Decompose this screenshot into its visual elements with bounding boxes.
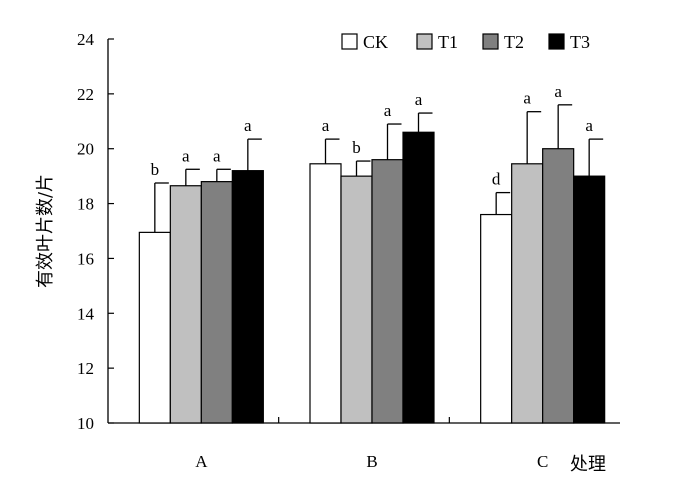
y-tick-label: 24 — [77, 30, 95, 49]
bar-t2-a — [200, 181, 233, 424]
y-tick-label: 14 — [77, 304, 95, 323]
bar-t3-c — [573, 175, 606, 424]
significance-label: a — [182, 146, 190, 165]
y-tick-label: 10 — [77, 414, 94, 433]
significance-label: a — [415, 90, 423, 109]
legend-label-t1: T1 — [438, 32, 458, 52]
bar-ck-b — [309, 163, 342, 424]
bar-ck-c — [480, 213, 513, 424]
legend-label-t2: T2 — [504, 32, 524, 52]
significance-label: a — [523, 89, 531, 108]
significance-label: d — [492, 170, 501, 189]
legend-swatch-t2 — [482, 33, 499, 50]
significance-label: a — [384, 101, 392, 120]
significance-label: a — [585, 116, 593, 135]
bar-t1-a — [169, 185, 202, 424]
bar-t2-c — [542, 148, 575, 424]
bar-t3-b — [402, 131, 435, 424]
bar-t1-c — [511, 163, 544, 424]
legend-label-t3: T3 — [570, 32, 590, 52]
legend-swatch-t3 — [548, 33, 565, 50]
y-tick-label: 20 — [77, 140, 94, 159]
y-tick-label: 22 — [77, 85, 94, 104]
category-label: B — [366, 452, 377, 471]
y-tick-label: 18 — [77, 195, 94, 214]
significance-label: a — [554, 82, 562, 101]
bar-ck-a — [138, 231, 171, 424]
bar-t2-b — [371, 159, 404, 424]
significance-label: a — [244, 116, 252, 135]
significance-label: a — [322, 116, 330, 135]
bar-t1-b — [340, 175, 373, 424]
bars: b a a a a b a a d a a a — [138, 82, 606, 424]
category-label: A — [195, 452, 208, 471]
legend-swatch-ck — [341, 33, 358, 50]
legend: CK T1 T2 T3 — [341, 32, 590, 52]
x-axis-title: 处理 — [570, 454, 606, 475]
significance-label: b — [352, 138, 361, 157]
significance-label: a — [213, 146, 221, 165]
y-tick-label: 16 — [77, 249, 94, 268]
legend-label-ck: CK — [363, 32, 388, 52]
y-tick-label: 12 — [77, 359, 94, 378]
bar-t3-a — [231, 170, 264, 424]
legend-swatch-t1 — [416, 33, 433, 50]
y-axis-title: 有效叶片数/片 — [35, 174, 56, 288]
significance-label: b — [151, 160, 160, 179]
category-label: C — [537, 452, 548, 471]
